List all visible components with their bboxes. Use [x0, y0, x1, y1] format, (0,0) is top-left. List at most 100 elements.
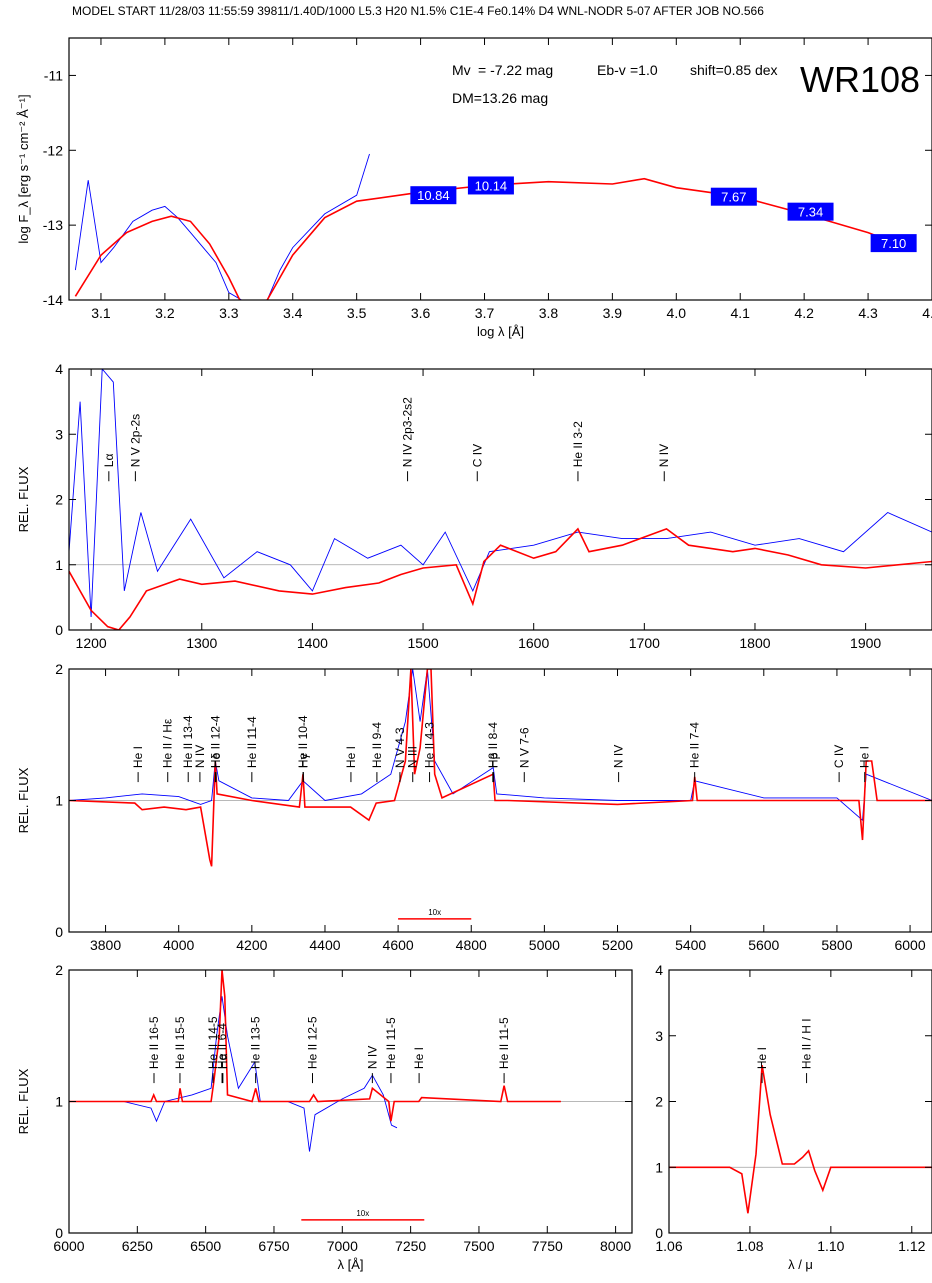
y-tick-label: 2: [55, 661, 63, 677]
line-id-label: N IV: [365, 1046, 379, 1069]
x-tick-label: 5200: [602, 937, 633, 953]
x-axis-label: λ [Å]: [337, 1257, 363, 1272]
line-id-label: He II / H I: [800, 1018, 814, 1069]
line-id-label: He II 11-4: [245, 716, 259, 768]
line-id-label: He II 11-5: [384, 1017, 398, 1069]
line-id-label: C IV: [470, 444, 484, 467]
x-tick-label: 1.10: [817, 1238, 844, 1254]
shift-value: shift=0.85 dex: [690, 62, 778, 78]
y-tick-label: 1: [655, 1159, 663, 1175]
star-name: WR108: [800, 59, 920, 100]
observed-spectrum-line: [69, 369, 932, 618]
x-tick-label: 3.8: [539, 305, 559, 321]
x-tick-label: 7750: [532, 1238, 563, 1254]
line-id-label: Hδ: [209, 752, 223, 768]
line-id-label: He II 9-4: [370, 722, 384, 768]
x-tick-label: 1600: [518, 635, 549, 651]
y-tick-label: 0: [55, 1225, 63, 1241]
red-panel: 6000 6250 6500 6750 7000 7250 7500 7750 8000 0 1 2 λ…: [16, 962, 633, 1272]
observed-spectrum-line: [69, 669, 932, 822]
line-id-label: He II 16-5: [147, 1016, 161, 1069]
mv-value: = -7.22 mag: [478, 62, 553, 78]
line-id-label: He II 3-2: [571, 421, 585, 467]
x-tick-label: 3.5: [347, 305, 367, 321]
x-tick-label: 6250: [122, 1238, 153, 1254]
x-tick-label: 5600: [748, 937, 779, 953]
x-tick-label: 3800: [90, 937, 121, 953]
line-id-label: Lα: [102, 454, 116, 468]
line-id-label: Hα: [216, 1053, 230, 1069]
x-tick-label: 4.1: [730, 305, 750, 321]
photometry-label: 10.14: [475, 178, 508, 193]
x-tick-label: 7000: [327, 1238, 358, 1254]
inset-label: 10x: [356, 1209, 369, 1218]
x-tick-label: 1900: [850, 635, 881, 651]
x-tick-label: 1.06: [655, 1238, 682, 1254]
line-id-label: He I: [858, 746, 872, 768]
line-id-label: He II 4-3: [423, 722, 437, 768]
x-tick-label: 1500: [407, 635, 438, 651]
model-spectrum-line: [74, 177, 914, 300]
x-tick-label: 7500: [463, 1238, 494, 1254]
line-id-label: He II 12-5: [306, 1016, 320, 1069]
plot-frame: [68, 37, 932, 301]
line-id-label: He II 15-5: [173, 1016, 187, 1069]
x-tick-label: 1.08: [736, 1238, 763, 1254]
y-tick-label: -14: [43, 292, 63, 308]
y-tick-label: -12: [43, 142, 63, 158]
line-id-label: He I: [412, 1047, 426, 1069]
y-tick-label: 2: [655, 1094, 663, 1110]
y-tick-label: 1: [55, 557, 63, 573]
model-spectrum-line: [669, 1065, 932, 1214]
y-tick-label: 0: [55, 622, 63, 638]
y-tick-label: -11: [44, 67, 63, 83]
model-spectrum-line: [69, 669, 932, 867]
photometry-box: [710, 187, 757, 206]
y-tick-label: 0: [55, 924, 63, 940]
x-tick-label: 6500: [190, 1238, 221, 1254]
x-tick-label: 3.2: [155, 305, 175, 321]
ebv-value: =1.0: [630, 62, 658, 78]
observed-spectrum-line: [69, 996, 398, 1152]
line-id-label: He II 7-4: [688, 722, 702, 768]
x-tick-label: 4200: [236, 937, 267, 953]
y-tick-label: 3: [55, 426, 63, 442]
line-id-label: He II 14-5: [206, 1016, 220, 1069]
line-id-label: Hβ: [487, 752, 501, 768]
line-id-label: C IV: [832, 745, 846, 768]
photometry-label: 7.34: [798, 205, 823, 220]
x-tick-label: 3.1: [91, 305, 111, 321]
line-id-label: N III: [406, 746, 420, 768]
x-tick-label: 4.2: [794, 305, 814, 321]
x-tick-label: 6750: [258, 1238, 289, 1254]
line-id-label: He II 12-4: [208, 715, 222, 768]
x-tick-label: 4.0: [667, 305, 687, 321]
model-spectrum-line: [69, 527, 932, 630]
x-tick-label: 8000: [600, 1238, 631, 1254]
plot-frame: [68, 368, 932, 631]
ir-panel: 1.06 1.08 1.10 1.12 0 1 2 3 4 λ / μ He I He II / H …: [655, 962, 932, 1272]
x-tick-label: 3.6: [411, 305, 431, 321]
x-tick-label: 4600: [383, 937, 414, 953]
line-id-label: He II / Hε: [161, 718, 175, 768]
line-id-label: He I: [755, 1047, 769, 1069]
line-id-label: N V 2p-2s: [128, 414, 142, 467]
ebv-label: Eb-v: [597, 62, 626, 78]
y-tick-label: 1: [55, 1094, 63, 1110]
line-id-label: He I: [344, 746, 358, 768]
line-id-label: N V 7-6: [517, 727, 531, 768]
x-tick-label: 5000: [529, 937, 560, 953]
x-tick-label: 1300: [186, 635, 217, 651]
mv-label: Mv: [452, 62, 471, 78]
x-tick-label: 1400: [297, 635, 328, 651]
line-id-label: He II 8-4: [486, 722, 500, 768]
x-tick-label: 4000: [163, 937, 194, 953]
line-id-label: N IV: [193, 745, 207, 768]
x-tick-label: 4800: [456, 937, 487, 953]
y-axis-label: log F_λ [erg s⁻¹ cm⁻² Å⁻¹]: [16, 94, 31, 243]
sed-panel: 3.1 3.2 3.3 3.4 3.5 3.6 3.7 3.8 3.9 4.0 4.1 4.2 4.3 4…: [16, 37, 932, 339]
x-tick-label: 1800: [739, 635, 770, 651]
line-id-label: N IV 2p3-2s2: [401, 397, 415, 467]
y-axis-label: REL. FLUX: [16, 466, 31, 532]
